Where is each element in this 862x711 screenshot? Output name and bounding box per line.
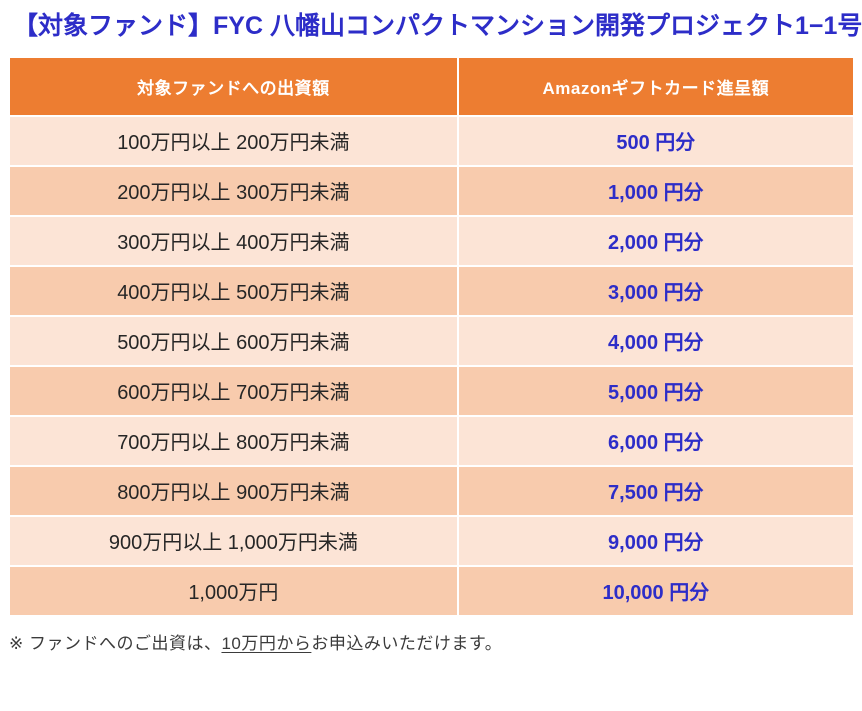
table-row: 600万円以上 700万円未満 5,000 円分 bbox=[8, 364, 856, 417]
gift-amount-cell: 1,000 円分 bbox=[456, 164, 856, 217]
investment-range-cell: 700万円以上 800万円未満 bbox=[8, 414, 459, 467]
table-row: 700万円以上 800万円未満 6,000 円分 bbox=[8, 414, 856, 467]
investment-range-cell: 100万円以上 200万円未満 bbox=[8, 114, 459, 167]
gift-amount-cell: 7,500 円分 bbox=[456, 464, 856, 517]
footnote: ※ ファンドへのご出資は、10万円からお申込みいただけます。 bbox=[0, 617, 862, 654]
investment-range-cell: 200万円以上 300万円未満 bbox=[8, 164, 459, 217]
investment-range-cell: 1,000万円 bbox=[8, 564, 459, 617]
table-row: 400万円以上 500万円未満 3,000 円分 bbox=[8, 264, 856, 317]
investment-range-cell: 500万円以上 600万円未満 bbox=[8, 314, 459, 367]
gift-amount-cell: 10,000 円分 bbox=[456, 564, 856, 617]
table-header-row: 対象ファンドへの出資額 Amazonギフトカード進呈額 bbox=[8, 55, 856, 117]
gift-amount-cell: 3,000 円分 bbox=[456, 264, 856, 317]
table-row: 800万円以上 900万円未満 7,500 円分 bbox=[8, 464, 856, 517]
gift-amount-cell: 5,000 円分 bbox=[456, 364, 856, 417]
investment-range-cell: 400万円以上 500万円未満 bbox=[8, 264, 459, 317]
investment-range-cell: 600万円以上 700万円未満 bbox=[8, 364, 459, 417]
table-row: 900万円以上 1,000万円未満 9,000 円分 bbox=[8, 514, 856, 567]
column-header-investment: 対象ファンドへの出資額 bbox=[8, 55, 459, 117]
gift-amount-cell: 6,000 円分 bbox=[456, 414, 856, 467]
page-title: 【対象ファンド】FYC 八幡山コンパクトマンション開発プロジェクト1−1号 bbox=[13, 12, 862, 40]
table-row: 100万円以上 200万円未満 500 円分 bbox=[8, 114, 856, 167]
investment-range-cell: 800万円以上 900万円未満 bbox=[8, 464, 459, 517]
gift-amount-cell: 2,000 円分 bbox=[456, 214, 856, 267]
table-row: 300万円以上 400万円未満 2,000 円分 bbox=[8, 214, 856, 267]
footnote-prefix: ※ ファンドへのご出資は、 bbox=[9, 633, 222, 653]
gift-table: 対象ファンドへの出資額 Amazonギフトカード進呈額 100万円以上 200万… bbox=[8, 55, 856, 617]
gift-table-body: 100万円以上 200万円未満 500 円分 200万円以上 300万円未満 1,00… bbox=[8, 114, 856, 617]
table-row: 500万円以上 600万円未満 4,000 円分 bbox=[8, 314, 856, 367]
column-header-giftcard: Amazonギフトカード進呈額 bbox=[456, 55, 856, 117]
footnote-suffix: お申込みいただけます。 bbox=[311, 633, 503, 653]
investment-range-cell: 300万円以上 400万円未満 bbox=[8, 214, 459, 267]
table-row: 200万円以上 300万円未満 1,000 円分 bbox=[8, 164, 856, 217]
footnote-underlined-minimum: 10万円から bbox=[221, 633, 312, 653]
gift-amount-cell: 9,000 円分 bbox=[456, 514, 856, 567]
table-row: 1,000万円 10,000 円分 bbox=[8, 564, 856, 617]
investment-range-cell: 900万円以上 1,000万円未満 bbox=[8, 514, 459, 567]
gift-amount-cell: 4,000 円分 bbox=[456, 314, 856, 367]
gift-amount-cell: 500 円分 bbox=[456, 114, 856, 167]
